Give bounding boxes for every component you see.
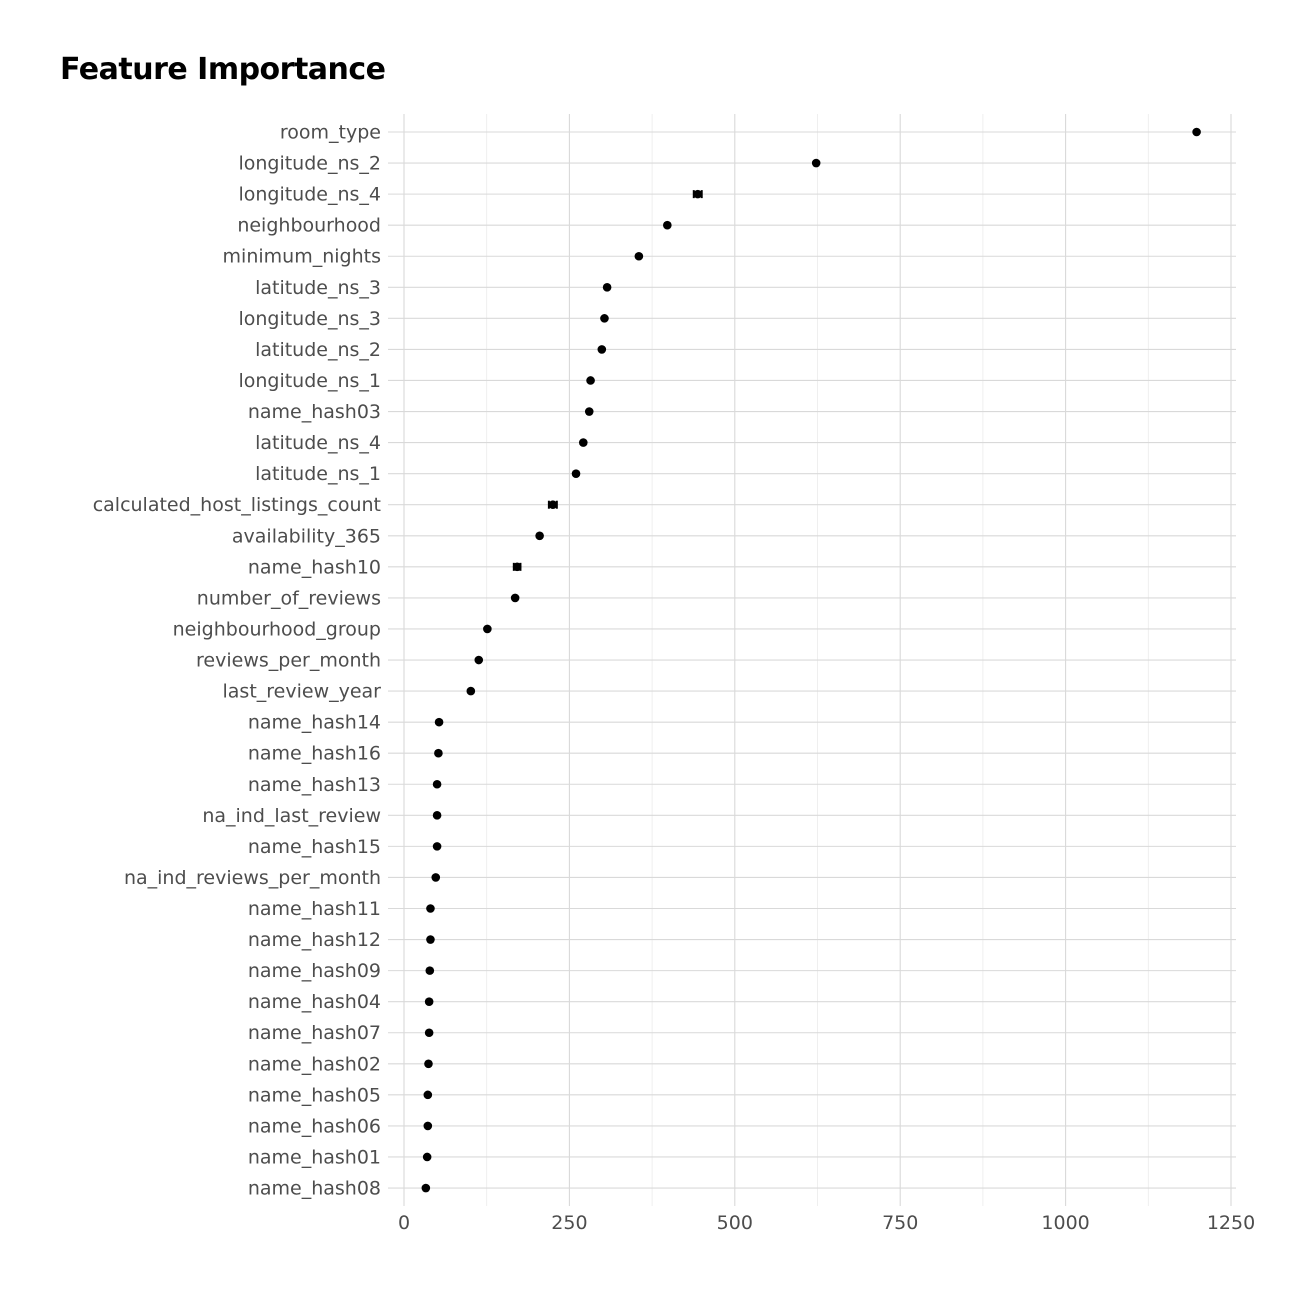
data-point <box>434 717 444 727</box>
y-tick-label: name_hash13 <box>248 774 381 796</box>
data-point <box>431 873 441 882</box>
y-tick-label: name_hash15 <box>248 836 381 858</box>
data-point <box>426 904 435 913</box>
data-point <box>483 624 492 634</box>
y-tick-label: latitude_ns_4 <box>255 432 381 454</box>
y-tick-label: longitude_ns_2 <box>238 153 381 175</box>
data-point <box>634 251 644 261</box>
data-point <box>663 220 672 230</box>
data-point <box>811 158 821 168</box>
data-point <box>578 438 588 447</box>
data-points <box>421 127 1201 1193</box>
data-point <box>600 314 609 323</box>
data-point <box>548 500 558 510</box>
x-tick-label: 500 <box>717 1212 753 1234</box>
y-tick-label: neighbourhood <box>237 215 381 237</box>
data-point <box>512 562 522 572</box>
y-tick-label: availability_365 <box>232 525 381 547</box>
x-tick-label: 750 <box>882 1212 918 1234</box>
data-point <box>510 593 520 603</box>
data-point <box>466 686 476 696</box>
y-tick-label: na_ind_reviews_per_month <box>124 867 381 889</box>
data-point <box>571 469 581 478</box>
data-point <box>432 842 442 851</box>
y-tick-label: name_hash04 <box>248 991 381 1013</box>
data-point <box>424 1059 433 1069</box>
chart-title: Feature Importance <box>60 52 386 87</box>
data-point <box>693 189 703 199</box>
data-point <box>422 1152 432 1162</box>
y-tick-label: minimum_nights <box>223 246 381 268</box>
y-tick-label: last_review_year <box>223 681 382 703</box>
x-tick-label: 1250 <box>1207 1212 1255 1234</box>
data-point <box>426 935 435 944</box>
y-tick-label: neighbourhood_group <box>173 618 381 640</box>
y-tick-label: calculated_host_listings_count <box>93 494 381 516</box>
y-axis-labels: room_type longitude_ns_2 longitude_ns_4nei… <box>93 122 381 1200</box>
data-point <box>584 407 594 416</box>
data-point <box>424 997 434 1006</box>
y-tick-label: na_ind_last_review <box>202 805 381 827</box>
data-point <box>535 531 544 541</box>
data-point <box>597 345 607 354</box>
y-tick-label: name_hash07 <box>248 1022 381 1044</box>
data-point <box>586 376 595 385</box>
data-point <box>425 966 435 975</box>
y-tick-label: name_hash12 <box>248 929 381 951</box>
data-point <box>432 779 442 789</box>
y-tick-label: name_hash08 <box>248 1178 381 1200</box>
y-tick-label: latitude_ns_3 <box>255 277 381 299</box>
y-tick-label: name_hash01 <box>248 1146 381 1168</box>
y-tick-label: longitude_ns_3 <box>238 308 381 330</box>
y-tick-label: room_type <box>280 122 381 144</box>
data-point <box>474 655 484 665</box>
x-tick-label: 250 <box>551 1212 587 1234</box>
y-tick-label: name_hash09 <box>248 960 381 982</box>
x-tick-label: 0 <box>398 1212 410 1234</box>
data-point <box>421 1183 431 1193</box>
data-point <box>423 1121 433 1131</box>
y-tick-label: name_hash02 <box>248 1053 381 1075</box>
y-tick-label: name_hash03 <box>248 401 381 423</box>
data-point <box>432 811 442 820</box>
y-tick-label: name_hash16 <box>248 743 381 765</box>
data-point <box>424 1028 434 1038</box>
grid <box>388 114 1236 1206</box>
x-axis-labels: 0 250 500 750 1000 1250 <box>398 1212 1255 1234</box>
y-tick-label: name_hash06 <box>248 1115 381 1137</box>
y-tick-label: name_hash11 <box>248 898 381 920</box>
y-tick-label: name_hash10 <box>248 556 381 578</box>
y-tick-label: latitude_ns_2 <box>255 339 381 361</box>
y-tick-label: latitude_ns_1 <box>255 463 381 485</box>
y-tick-label: number_of_reviews <box>197 587 381 609</box>
data-point <box>602 283 612 292</box>
data-point <box>434 748 443 758</box>
y-tick-label: name_hash14 <box>248 712 381 734</box>
y-tick-label: name_hash05 <box>248 1084 381 1106</box>
data-point <box>1192 127 1201 137</box>
y-tick-label: longitude_ns_1 <box>238 370 381 392</box>
y-tick-label: reviews_per_month <box>196 650 381 672</box>
data-point <box>423 1090 433 1100</box>
x-tick-label: 1000 <box>1041 1212 1089 1234</box>
y-tick-label: longitude_ns_4 <box>238 184 381 206</box>
